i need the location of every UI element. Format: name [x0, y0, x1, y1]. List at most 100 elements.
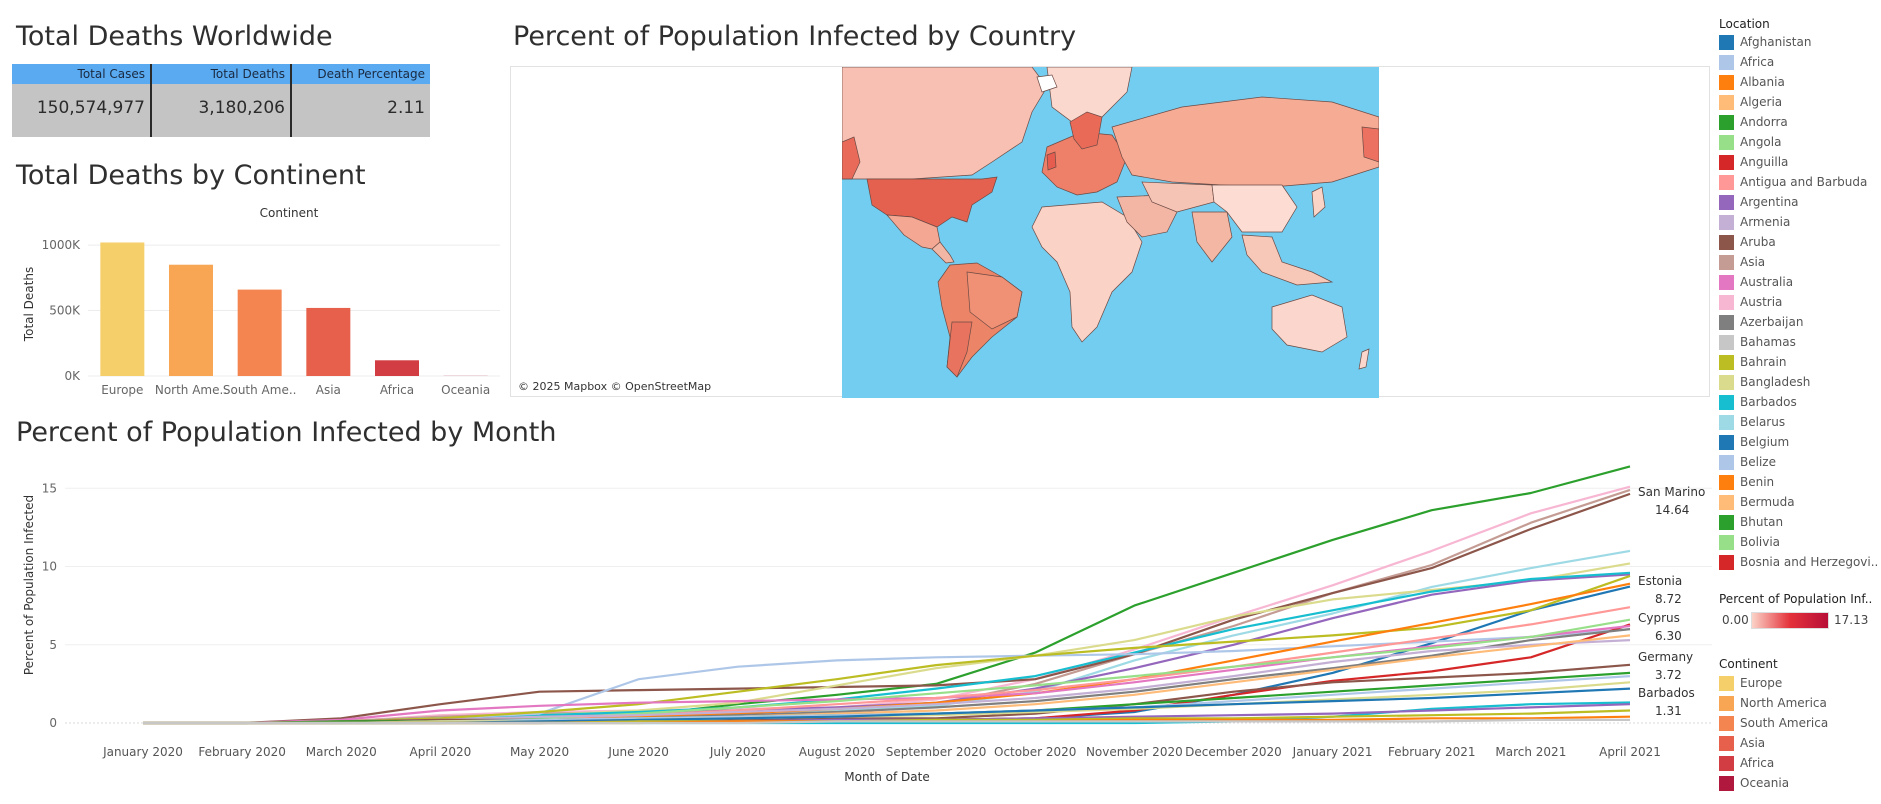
- legend-continent-label: Africa: [1740, 756, 1775, 770]
- legend-location-label: Argentina: [1740, 195, 1799, 209]
- legend-location-item[interactable]: Asia: [1719, 252, 1765, 272]
- map-country-brazil[interactable]: [966, 271, 1023, 330]
- map-country-japan[interactable]: [1311, 186, 1326, 218]
- line-chart-xtick-label: March 2021: [1495, 745, 1566, 759]
- legend-location-label: Belarus: [1740, 415, 1786, 429]
- legend-location-item[interactable]: Austria: [1719, 292, 1782, 312]
- legend-location-item[interactable]: Barbados: [1719, 392, 1797, 412]
- line-series[interactable]: [143, 718, 1630, 725]
- legend-location-item[interactable]: Andorra: [1719, 112, 1788, 132]
- legend-swatch: [1719, 454, 1734, 470]
- legend-location-item[interactable]: Belgium: [1719, 432, 1789, 452]
- legend-location-label: Azerbaijan: [1740, 315, 1804, 329]
- line-chart-xtick-label: June 2020: [607, 745, 669, 759]
- map-region-central-america[interactable]: [931, 241, 955, 264]
- line-chart-xlabel: Month of Date: [844, 770, 930, 784]
- line-chart-title: Percent of Population Infected by Month: [16, 417, 557, 448]
- legend-continent-item[interactable]: North America: [1719, 693, 1827, 713]
- line-series-san-marino[interactable]: [143, 492, 1631, 725]
- legend-location-item[interactable]: Antigua and Barbuda: [1719, 172, 1867, 192]
- line-chart-ytick-label: 0: [49, 716, 57, 730]
- legend-location-item[interactable]: Argentina: [1719, 192, 1799, 212]
- legend-swatch: [1719, 74, 1734, 90]
- legend-location-label: Bosnia and Herzegovi..: [1740, 555, 1879, 569]
- bar-south-ame[interactable]: [237, 289, 282, 376]
- legend-location-label: Bolivia: [1740, 535, 1781, 549]
- legend-location-item[interactable]: Bermuda: [1719, 492, 1795, 512]
- legend-location-item[interactable]: Bahamas: [1719, 332, 1796, 352]
- map-country-svalbard[interactable]: [1036, 74, 1058, 93]
- legend-location-item[interactable]: Bolivia: [1719, 532, 1780, 552]
- map-country-india[interactable]: [1191, 211, 1233, 263]
- legend-swatch: [1719, 434, 1734, 450]
- map-country-far-east-russia[interactable]: [1361, 126, 1379, 163]
- legend-swatch: [1719, 34, 1734, 50]
- bar-chart-ytick-label: 1000K: [42, 238, 82, 252]
- kpi-header-total-cases: Total Cases: [77, 67, 145, 81]
- map-country-argentina[interactable]: [946, 321, 973, 378]
- legend-location-item[interactable]: Afghanistan: [1719, 32, 1811, 52]
- legend-location-item[interactable]: Bhutan: [1719, 512, 1783, 532]
- legend-location-item[interactable]: Anguilla: [1719, 152, 1788, 172]
- legend-location-item[interactable]: Africa: [1719, 52, 1774, 72]
- legend-location-item[interactable]: Belize: [1719, 452, 1776, 472]
- bar-africa[interactable]: [375, 360, 419, 376]
- bar-europe[interactable]: [100, 242, 145, 376]
- legend-continent-item[interactable]: Europe: [1719, 673, 1782, 693]
- legend-swatch: [1719, 134, 1734, 150]
- world-map[interactable]: [842, 67, 1379, 398]
- legend-location-item[interactable]: Benin: [1719, 472, 1774, 492]
- map-region-central-asia[interactable]: [1141, 181, 1215, 213]
- legend-swatch: [1719, 54, 1734, 70]
- legend-continent-item[interactable]: South America: [1719, 713, 1828, 733]
- legend-gradient-min: 0.00: [1722, 613, 1749, 627]
- kpi-value-total-cases[interactable]: 150,574,977: [36, 98, 145, 118]
- kpi-value-total-deaths[interactable]: 3,180,206: [150, 84, 290, 137]
- legend-continent-item[interactable]: Oceania: [1719, 773, 1789, 793]
- map-country-uk[interactable]: [1046, 151, 1057, 171]
- legend-location-item[interactable]: Armenia: [1719, 212, 1790, 232]
- line-chart-ytick-label: 5: [49, 638, 57, 652]
- line-chart-ylabel: Percent of Population Infected: [22, 495, 36, 675]
- kpi-value-death-percentage[interactable]: 2.11: [290, 84, 430, 137]
- legend-continent-label: North America: [1740, 696, 1827, 710]
- map-country-alaska[interactable]: [842, 136, 861, 180]
- legend-location-item[interactable]: Albania: [1719, 72, 1785, 92]
- line-chart-xtick-label: January 2020: [102, 745, 183, 759]
- map-region-scandinavia[interactable]: [1069, 111, 1103, 150]
- bar-north-ame[interactable]: [169, 264, 213, 376]
- map-country-china[interactable]: [1211, 184, 1298, 233]
- bar-chart-ytick-label: 0K: [64, 369, 81, 383]
- map-country-new-zealand[interactable]: [1358, 348, 1370, 370]
- bar-chart-xtick-label: North Ame..: [155, 383, 227, 397]
- map-country-russia[interactable]: [1111, 96, 1379, 188]
- legend-location-label: Albania: [1740, 75, 1785, 89]
- bar-chart-xtick-label: South Ame..: [223, 383, 297, 397]
- bar-chart-ytick-label: 500K: [49, 304, 81, 318]
- map-country-australia[interactable]: [1271, 294, 1348, 353]
- legend-location-item[interactable]: Bosnia and Herzegovi..: [1719, 552, 1878, 572]
- legend-location-item[interactable]: Bangladesh: [1719, 372, 1810, 392]
- kpi-header-death-percentage: Death Percentage: [290, 64, 430, 84]
- line-chart-xtick-label: April 2021: [1599, 745, 1661, 759]
- legend-continent-item[interactable]: Africa: [1719, 753, 1774, 773]
- legend-continent-item[interactable]: Asia: [1719, 733, 1765, 753]
- legend-location-item[interactable]: Australia: [1719, 272, 1793, 292]
- legend-location-item[interactable]: Aruba: [1719, 232, 1776, 252]
- legend-location-item[interactable]: Angola: [1719, 132, 1781, 152]
- line-end-label-name: Germany: [1638, 650, 1693, 664]
- legend-location-item[interactable]: Azerbaijan: [1719, 312, 1803, 332]
- line-chart-xtick-label: November 2020: [1086, 745, 1183, 759]
- map-country-usa[interactable]: [866, 176, 998, 228]
- map-panel[interactable]: © 2025 Mapbox © OpenStreetMap: [510, 66, 1710, 398]
- map-region-southeast-asia[interactable]: [1241, 234, 1334, 286]
- line-series[interactable]: [143, 465, 1631, 725]
- legend-location-item[interactable]: Bahrain: [1719, 352, 1786, 372]
- bar-asia[interactable]: [306, 307, 351, 376]
- line-end-label-name: Barbados: [1638, 686, 1695, 700]
- legend-location-item[interactable]: Algeria: [1719, 92, 1782, 112]
- legend-swatch: [1719, 194, 1734, 210]
- legend-swatch: [1719, 675, 1734, 691]
- legend-location-item[interactable]: Belarus: [1719, 412, 1785, 432]
- map-credit[interactable]: © 2025 Mapbox © OpenStreetMap: [518, 380, 712, 393]
